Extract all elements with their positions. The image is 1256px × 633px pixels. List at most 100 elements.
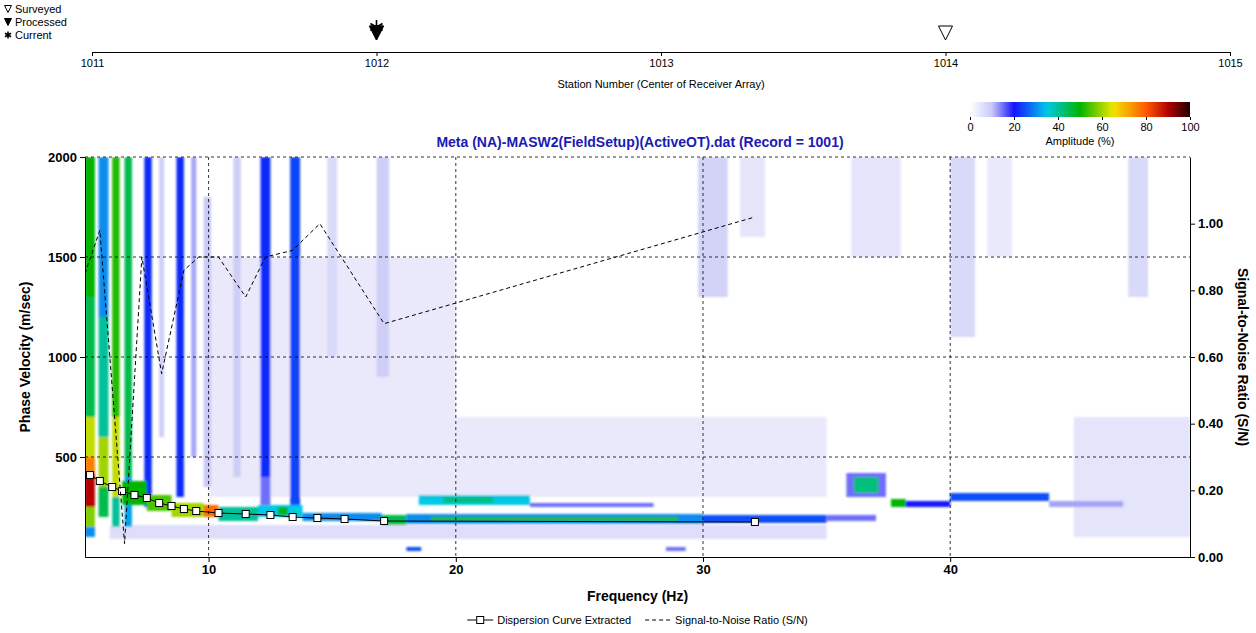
heatmap-cell bbox=[112, 157, 119, 417]
heatmap-cell bbox=[854, 477, 879, 493]
axis-title: Frequency (Hz) bbox=[587, 588, 688, 604]
grid-line bbox=[208, 157, 209, 557]
tick: 0.60 bbox=[1190, 350, 1223, 365]
tick-mark bbox=[1190, 357, 1195, 358]
heatmap-cell bbox=[443, 497, 492, 503]
heatmap-cell bbox=[85, 157, 95, 297]
tick: 1500 bbox=[48, 250, 85, 265]
tick: 30 bbox=[696, 557, 710, 577]
heatmap-cell bbox=[666, 547, 686, 551]
heatmap-cell bbox=[204, 197, 211, 487]
data-point bbox=[215, 510, 222, 517]
station-marker bbox=[939, 26, 953, 40]
tick: 40 bbox=[943, 557, 957, 577]
tick: 0 bbox=[967, 117, 973, 133]
legend: Dispersion Curve Extracted Signal-to-Nois… bbox=[467, 614, 808, 626]
heatmap-cell bbox=[950, 157, 975, 337]
tick: 100 bbox=[1181, 117, 1199, 133]
tick: 0.20 bbox=[1190, 483, 1223, 498]
tick: 1013 bbox=[649, 52, 673, 69]
grid-line bbox=[85, 157, 1190, 158]
legend-label: Dispersion Curve Extracted bbox=[497, 614, 631, 626]
tick: 1012 bbox=[365, 52, 389, 69]
tick-mark bbox=[946, 52, 947, 56]
tick-mark bbox=[1058, 117, 1059, 120]
tick: 0.40 bbox=[1190, 416, 1223, 431]
heatmap-cell bbox=[406, 547, 421, 551]
data-point bbox=[119, 488, 126, 495]
station-marker bbox=[370, 20, 382, 34]
tick-mark bbox=[970, 117, 971, 120]
data-point bbox=[341, 516, 348, 523]
tick-label: 20 bbox=[1008, 121, 1020, 133]
heatmap-cell bbox=[1128, 157, 1148, 297]
y-axis: 500 1000 1500 2000 bbox=[48, 150, 85, 558]
axis-title: Phase Velocity (m/sec) bbox=[17, 282, 33, 433]
tick-label: 0.60 bbox=[1198, 350, 1223, 365]
series-line bbox=[85, 217, 755, 544]
tick-label: 0.00 bbox=[1198, 550, 1223, 565]
legend-label: Signal-to-Noise Ratio (S/N) bbox=[675, 614, 808, 626]
heatmap-cell bbox=[176, 157, 183, 497]
heatmap-cell bbox=[85, 417, 95, 457]
heatmap-cell bbox=[698, 157, 728, 297]
data-point bbox=[751, 519, 758, 526]
legend-label: Current bbox=[15, 29, 52, 41]
heatmap-cell bbox=[891, 499, 906, 507]
tick-mark bbox=[1190, 224, 1195, 225]
axis-title: Signal-to-Noise Ratio (S/N) bbox=[1235, 268, 1251, 446]
data-point bbox=[96, 478, 103, 485]
colorbar-axis-line bbox=[971, 117, 1191, 118]
series-area bbox=[85, 217, 758, 544]
data-point bbox=[143, 495, 150, 502]
tick-mark bbox=[92, 52, 93, 56]
y2-axis: 0.00 0.20 0.40 0.60 0.80 1.00 bbox=[1190, 158, 1223, 565]
legend-label: Processed bbox=[15, 16, 67, 28]
heatmap-cell bbox=[431, 517, 678, 521]
legend-item: Dispersion Curve Extracted bbox=[467, 614, 631, 626]
data-point bbox=[314, 515, 321, 522]
grid-line bbox=[455, 157, 456, 557]
data-point bbox=[168, 503, 175, 510]
heatmap-cell bbox=[125, 157, 132, 477]
tick: 10 bbox=[202, 557, 216, 577]
grid-line bbox=[85, 457, 1190, 458]
tick-label: 80 bbox=[1140, 121, 1152, 133]
tick-mark bbox=[1190, 290, 1195, 291]
heatmap-cell bbox=[1074, 417, 1190, 537]
tick-mark bbox=[661, 52, 662, 56]
tick-label: 0 bbox=[967, 121, 973, 133]
tick: 20 bbox=[1008, 117, 1020, 133]
data-point bbox=[109, 484, 116, 491]
heatmap-cell bbox=[1049, 501, 1123, 507]
tick: 2000 bbox=[48, 150, 85, 165]
tick: 1015 bbox=[1218, 52, 1242, 69]
tick-label: 1011 bbox=[81, 57, 105, 69]
tick-mark bbox=[1190, 490, 1195, 491]
tick-mark bbox=[1014, 117, 1015, 120]
tick-mark bbox=[80, 157, 85, 158]
heatmap-cell bbox=[191, 157, 196, 457]
tick-label: 0.80 bbox=[1198, 283, 1223, 298]
tick: 40 bbox=[1052, 117, 1064, 133]
heatmap-cell bbox=[987, 157, 1012, 257]
y-axis-line bbox=[85, 158, 86, 558]
tick-label: 10 bbox=[202, 562, 216, 577]
data-point bbox=[267, 512, 274, 519]
tick: 500 bbox=[55, 450, 85, 465]
data-point bbox=[193, 508, 200, 515]
tick-label: 20 bbox=[449, 562, 463, 577]
colorbar-title: Amplitude (%) bbox=[1045, 135, 1114, 147]
grid-line bbox=[85, 257, 1190, 258]
heatmap bbox=[85, 157, 1190, 551]
heatmap-cell bbox=[906, 501, 950, 507]
tick-mark bbox=[80, 357, 85, 358]
tick: 1000 bbox=[48, 350, 85, 365]
legend-symbol bbox=[5, 32, 11, 39]
heatmap-cell bbox=[112, 497, 119, 527]
tick: 0.80 bbox=[1190, 283, 1223, 298]
heatmap-cell bbox=[172, 503, 204, 517]
heatmap-cell bbox=[950, 493, 1049, 501]
legend-symbol bbox=[5, 19, 12, 26]
tick-label: 1.00 bbox=[1198, 216, 1223, 231]
